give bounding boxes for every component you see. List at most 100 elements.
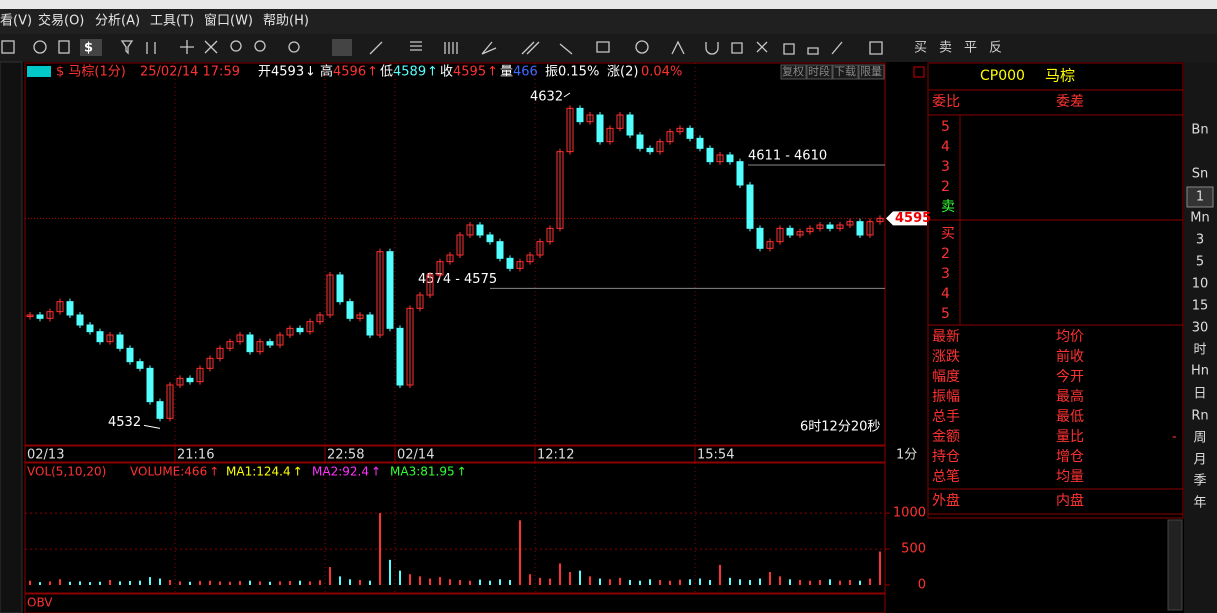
period-item[interactable]: 30	[1192, 321, 1209, 336]
order-header: 委差	[1056, 94, 1084, 110]
candle	[406, 307, 414, 386]
quote-value: 466	[513, 65, 538, 80]
legend-value: 466	[184, 465, 207, 479]
current-price-tag	[886, 211, 927, 226]
candle	[446, 254, 454, 263]
quote-label: 低	[380, 65, 393, 80]
trade-side: 内盘	[1056, 492, 1084, 509]
stat-label: 最低	[1056, 409, 1084, 425]
stat-label: 增仓	[1056, 449, 1084, 465]
candle	[706, 147, 714, 163]
chart-button-label[interactable]: 时段	[808, 64, 830, 78]
price-panel-frame	[24, 62, 886, 446]
code-badge	[27, 66, 51, 77]
menu-item[interactable]: 帮助(H)	[263, 14, 309, 29]
indicator-label: OBV	[27, 596, 53, 610]
menu-item[interactable]: 分析(A)	[95, 14, 140, 29]
candle	[736, 161, 744, 186]
candle	[586, 114, 594, 123]
period-item[interactable]: 1	[1196, 190, 1204, 205]
menu-item[interactable]: 窗口(W)	[204, 13, 253, 29]
quote-arrow: ↑	[487, 65, 498, 80]
panel-toggle[interactable]	[913, 66, 925, 78]
candle	[626, 114, 634, 136]
candle	[686, 127, 694, 139]
range-label: 4611 - 4610	[748, 149, 827, 164]
stat-label: 涨跌	[932, 349, 960, 365]
period-item[interactable]: Mn	[1190, 211, 1209, 226]
period-item[interactable]: 月	[1193, 453, 1206, 468]
legend-arrow: ↑	[209, 465, 219, 479]
candle	[266, 341, 274, 346]
trade-side: 外盘	[932, 492, 960, 509]
svg-text:$: $	[84, 41, 93, 56]
candle	[666, 131, 674, 143]
x-tick-label: 02/14	[397, 448, 434, 463]
chart-button-label[interactable]: 限量	[860, 65, 882, 78]
menu-item[interactable]: 交易(O)	[38, 13, 84, 29]
chart-button-label[interactable]: 下载	[834, 65, 856, 78]
period-item[interactable]: 3	[1196, 233, 1204, 248]
toolbar-button[interactable]: 反	[989, 41, 1002, 56]
legend-label: VOLUME:	[130, 465, 184, 479]
period-item[interactable]: Bn	[1191, 123, 1208, 138]
candle	[126, 347, 134, 363]
candle	[616, 114, 624, 129]
ask-level: 2	[941, 179, 950, 195]
candle	[766, 241, 774, 249]
period-item[interactable]: 15	[1192, 299, 1209, 314]
period-item[interactable]: 时	[1193, 343, 1206, 358]
candle	[246, 334, 254, 353]
bid-level: 买	[941, 226, 955, 242]
candle	[636, 134, 644, 149]
period-item[interactable]: 5	[1196, 255, 1204, 270]
chart-button[interactable]	[780, 64, 807, 80]
candle	[526, 254, 534, 263]
chart-title: $ 马棕(1分)	[56, 65, 126, 80]
candle	[236, 334, 244, 343]
quote-value: 0.04%	[641, 65, 682, 80]
period-item[interactable]: Hn	[1191, 364, 1209, 379]
candle	[876, 217, 884, 223]
quote-value: 4595	[453, 65, 486, 80]
candle	[196, 367, 204, 383]
period-item[interactable]: 年	[1193, 496, 1206, 511]
candle	[276, 334, 284, 346]
chart-button[interactable]	[832, 64, 859, 80]
menu-item[interactable]: 看(V)	[0, 13, 32, 29]
toolbar-button[interactable]: 买	[914, 41, 927, 56]
candle	[556, 151, 564, 229]
period-item[interactable]: Rn	[1191, 409, 1208, 424]
period-item[interactable]: 季	[1193, 474, 1206, 489]
quote-arrow: ↓	[305, 65, 316, 80]
quote-value: 4589	[393, 65, 426, 80]
chart-button-label[interactable]: 复权	[782, 64, 804, 78]
ask-level: 5	[941, 119, 950, 135]
candle	[866, 221, 874, 236]
period-item[interactable]: Sn	[1192, 167, 1209, 182]
period-item[interactable]: 日	[1193, 387, 1206, 402]
stat-label: 总笔	[932, 469, 960, 485]
candle	[346, 301, 354, 319]
range-label: 4574 - 4575	[418, 272, 497, 287]
candle	[216, 347, 224, 359]
period-label: 1分	[896, 448, 917, 463]
legend-arrow: ↑	[293, 465, 303, 479]
chart-button[interactable]	[806, 64, 833, 80]
candle	[46, 311, 54, 319]
chart-button[interactable]	[858, 64, 885, 80]
menu-item[interactable]: 工具(T)	[150, 14, 194, 29]
candle	[356, 314, 364, 319]
menu-bar	[0, 9, 1217, 34]
period-item[interactable]: 周	[1193, 431, 1206, 446]
period-item[interactable]: 10	[1192, 277, 1209, 292]
candle	[396, 327, 404, 386]
candle	[56, 301, 64, 313]
x-tick-label: 15:54	[697, 448, 734, 463]
stat-label: 最新	[932, 329, 960, 345]
toolbar-button[interactable]: 平	[964, 41, 977, 56]
candle	[596, 114, 604, 143]
quote-value: 4596	[333, 65, 366, 80]
toolbar-button[interactable]: 卖	[939, 41, 952, 56]
candle	[26, 314, 34, 317]
